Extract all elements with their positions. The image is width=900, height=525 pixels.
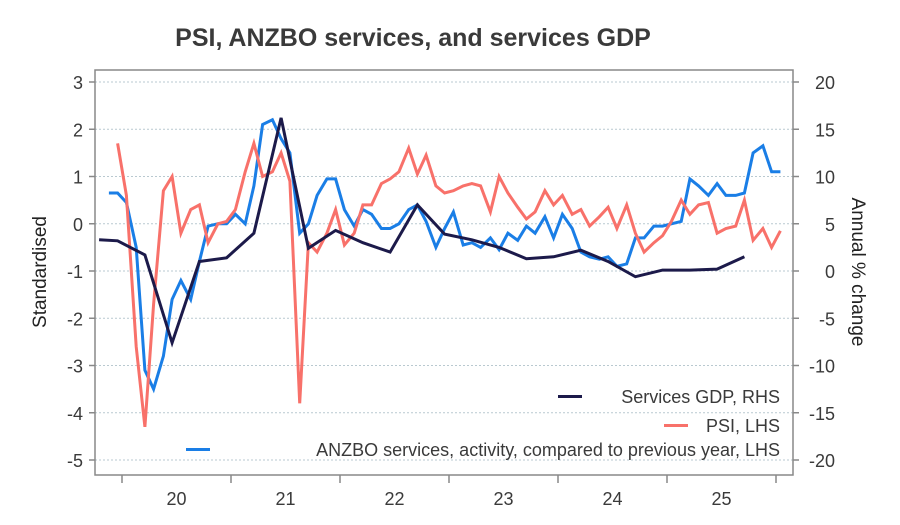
- y-tick-label-left: 3: [73, 73, 83, 93]
- y-tick-label-left: -3: [67, 357, 83, 377]
- y-tick-label-right: -15: [809, 404, 835, 424]
- y-tick-label-right: 20: [815, 73, 835, 93]
- chart-title: PSI, ANZBO services, and services GDP: [175, 24, 651, 52]
- y-axis-left-label: Standardised: [30, 216, 51, 328]
- series-line-gdp: [99, 117, 746, 348]
- gridlines: [95, 81, 793, 461]
- legend-label-anzbo: ANZBO services, activity, compared to pr…: [316, 440, 780, 460]
- y-tick-label-right: 15: [815, 120, 835, 140]
- y-tick-label-left: 2: [73, 120, 83, 140]
- plot-frame: [94, 69, 794, 476]
- x-tick-label: 20: [166, 489, 186, 509]
- y-tick-label-right: 0: [825, 262, 835, 282]
- x-tick-label: 23: [493, 489, 513, 509]
- y-tick-label-right: 5: [825, 215, 835, 235]
- y-tick-label-left: 1: [73, 168, 83, 188]
- legend-swatch-gdp: [558, 395, 582, 398]
- y-tick-label-left: -5: [67, 451, 83, 471]
- series-line-psi: [116, 137, 782, 428]
- x-tick-label: 24: [602, 489, 622, 509]
- y-tick-label-right: 10: [815, 168, 835, 188]
- y-tick-label-right: -20: [809, 451, 835, 471]
- legend-label-gdp: Services GDP, RHS: [621, 387, 780, 407]
- y-axis-right-label: Annual % change: [847, 198, 868, 347]
- left-y-axis: 3 2 1 0 -1 -2 -3 -4 -5: [67, 73, 95, 471]
- y-tick-label-left: 0: [73, 215, 83, 235]
- legend-label-psi: PSI, LHS: [706, 416, 780, 436]
- y-tick-label-left: -2: [67, 309, 83, 329]
- legend-swatch-psi: [664, 424, 688, 427]
- y-tick-label-left: -4: [67, 404, 83, 424]
- x-tick-label: 22: [384, 489, 404, 509]
- series-line-anzbo: [108, 117, 781, 394]
- series-lines: [99, 117, 782, 428]
- legend: Services GDP, RHS PSI, LHS ANZBO service…: [186, 387, 780, 460]
- x-tick-label: 21: [275, 489, 295, 509]
- legend-swatch-anzbo: [186, 448, 210, 451]
- right-y-axis: 20 15 10 5 0 -5 -10 -15 -20: [793, 73, 835, 471]
- x-axis: 20 21 22 23 24 25: [121, 475, 777, 509]
- y-tick-label-right: -10: [809, 357, 835, 377]
- y-tick-label-right: -5: [819, 309, 835, 329]
- y-tick-label-left: -1: [67, 262, 83, 282]
- x-tick-label: 25: [711, 489, 731, 509]
